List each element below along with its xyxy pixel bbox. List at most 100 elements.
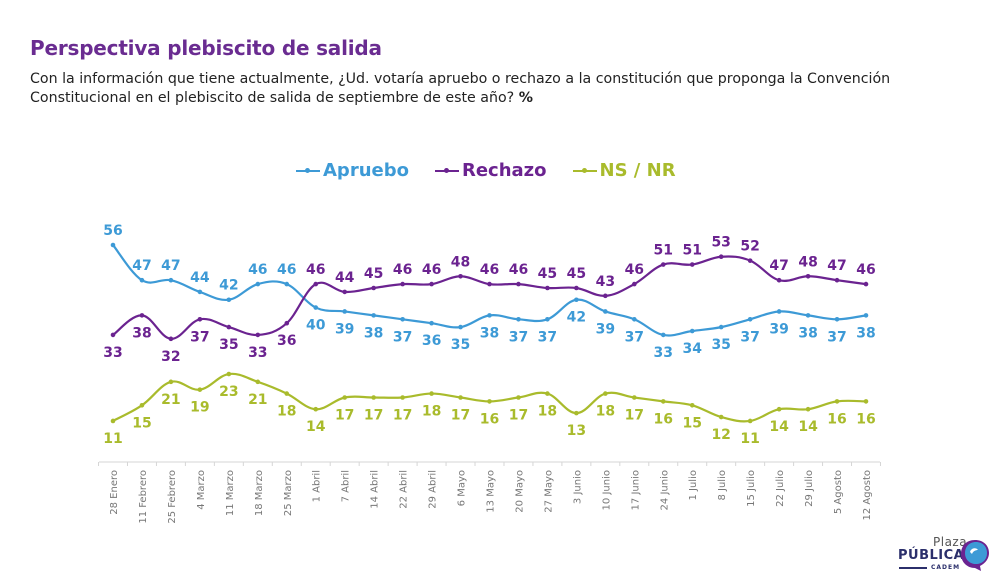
x-tick-label: 8 Julio bbox=[717, 470, 728, 501]
data-point-rechazo bbox=[342, 289, 347, 295]
data-point-apruebo bbox=[805, 313, 811, 318]
x-tick-label: 13 Mayo bbox=[486, 470, 497, 513]
data-label-nsnr: 18 bbox=[538, 404, 557, 420]
data-label-apruebo: 34 bbox=[682, 341, 702, 357]
data-point-nsnr bbox=[284, 391, 290, 396]
data-label-apruebo: 37 bbox=[740, 329, 759, 345]
data-point-rechazo bbox=[487, 281, 492, 287]
data-label-nsnr: 19 bbox=[190, 400, 209, 416]
data-point-nsnr bbox=[545, 391, 550, 396]
data-label-rechazo: 48 bbox=[798, 254, 817, 270]
data-label-nsnr: 14 bbox=[306, 419, 326, 435]
data-label-nsnr: 17 bbox=[625, 407, 644, 423]
legend-item-nsnr: NS / NR bbox=[572, 160, 676, 181]
data-point-apruebo bbox=[632, 316, 637, 322]
x-tick-label: 27 Mayo bbox=[543, 470, 554, 513]
x-tick-label: 25 Marzo bbox=[283, 470, 294, 516]
logo-text-cadem: CADEM bbox=[931, 564, 961, 571]
data-label-rechazo: 33 bbox=[103, 345, 122, 361]
x-tick-label: 6 Mayo bbox=[457, 470, 468, 506]
x-tick-label: 28 Enero bbox=[109, 470, 120, 515]
data-point-nsnr bbox=[603, 391, 608, 396]
data-point-apruebo bbox=[545, 316, 550, 322]
data-label-rechazo: 46 bbox=[509, 262, 528, 278]
data-point-apruebo bbox=[400, 316, 405, 322]
subtitle-unit: % bbox=[518, 90, 533, 106]
data-point-rechazo bbox=[863, 281, 869, 287]
data-point-rechazo bbox=[168, 336, 174, 342]
data-label-rechazo: 45 bbox=[538, 266, 557, 282]
data-point-rechazo bbox=[226, 324, 232, 330]
data-label-rechazo: 52 bbox=[740, 239, 759, 255]
data-label-rechazo: 53 bbox=[711, 235, 730, 251]
data-point-rechazo bbox=[574, 285, 579, 291]
data-point-rechazo bbox=[400, 281, 405, 287]
data-point-rechazo bbox=[776, 277, 782, 283]
data-label-apruebo: 35 bbox=[451, 337, 470, 353]
x-tick-label: 25 Febrero bbox=[167, 470, 178, 524]
data-label-nsnr: 17 bbox=[451, 407, 470, 423]
data-label-rechazo: 47 bbox=[827, 258, 846, 274]
data-point-nsnr bbox=[226, 371, 232, 377]
x-tick-label: 24 Junio bbox=[659, 470, 670, 510]
data-point-apruebo bbox=[834, 316, 840, 322]
data-point-rechazo bbox=[516, 281, 521, 287]
data-point-apruebo bbox=[255, 281, 261, 287]
data-point-apruebo bbox=[689, 328, 695, 334]
x-tick-label: 3 Junio bbox=[572, 470, 583, 504]
data-point-nsnr bbox=[689, 403, 695, 408]
data-label-nsnr: 18 bbox=[422, 404, 441, 420]
x-tick-label: 22 Abril bbox=[399, 470, 410, 509]
x-tick-label: 29 Abril bbox=[428, 470, 439, 509]
data-label-apruebo: 37 bbox=[393, 329, 412, 345]
data-point-nsnr bbox=[487, 399, 492, 404]
chart-subtitle: Con la información que tiene actualmente… bbox=[30, 70, 930, 108]
data-point-rechazo bbox=[458, 273, 463, 279]
data-point-nsnr bbox=[660, 399, 666, 404]
data-label-apruebo: 44 bbox=[190, 270, 210, 286]
data-label-nsnr: 23 bbox=[219, 384, 238, 400]
data-point-rechazo bbox=[689, 262, 695, 267]
data-label-rechazo: 51 bbox=[682, 243, 701, 259]
data-point-nsnr bbox=[747, 418, 753, 424]
data-point-apruebo bbox=[110, 242, 116, 248]
data-point-apruebo bbox=[139, 277, 145, 283]
chart-legend: Apruebo Rechazo NS / NR bbox=[296, 160, 676, 181]
data-label-nsnr: 17 bbox=[509, 407, 528, 423]
data-point-rechazo bbox=[255, 332, 261, 338]
data-label-apruebo: 42 bbox=[567, 310, 586, 326]
data-point-nsnr bbox=[516, 395, 521, 400]
data-label-nsnr: 14 bbox=[798, 419, 818, 435]
data-label-nsnr: 15 bbox=[682, 415, 701, 431]
subtitle-text: Con la información que tiene actualmente… bbox=[30, 71, 891, 106]
data-label-rechazo: 37 bbox=[190, 329, 209, 345]
data-label-rechazo: 46 bbox=[393, 262, 412, 278]
x-tick-label: 20 Mayo bbox=[514, 470, 525, 513]
data-label-nsnr: 11 bbox=[740, 431, 759, 447]
data-label-apruebo: 38 bbox=[364, 325, 383, 341]
data-point-apruebo bbox=[168, 277, 174, 283]
data-point-nsnr bbox=[776, 406, 782, 412]
data-label-rechazo: 32 bbox=[161, 349, 180, 365]
data-label-apruebo: 37 bbox=[509, 329, 528, 345]
data-point-rechazo bbox=[834, 277, 840, 283]
x-tick-label: 12 Agosto bbox=[862, 470, 873, 520]
data-label-rechazo: 46 bbox=[856, 262, 875, 278]
data-label-apruebo: 56 bbox=[103, 223, 122, 239]
x-tick-label: 11 Marzo bbox=[225, 470, 236, 516]
x-tick-label: 10 Junio bbox=[601, 470, 612, 510]
data-point-apruebo bbox=[226, 297, 232, 303]
data-point-apruebo bbox=[197, 289, 203, 295]
data-label-rechazo: 46 bbox=[625, 262, 644, 278]
data-point-nsnr bbox=[168, 379, 174, 385]
data-label-apruebo: 33 bbox=[654, 345, 673, 361]
logo-text-publica: PÚBLICA bbox=[898, 548, 965, 563]
data-point-apruebo bbox=[429, 320, 434, 326]
data-label-apruebo: 36 bbox=[422, 333, 441, 349]
data-label-nsnr: 17 bbox=[393, 407, 412, 423]
data-point-nsnr bbox=[805, 406, 811, 412]
data-label-apruebo: 42 bbox=[219, 278, 238, 294]
data-label-rechazo: 48 bbox=[451, 254, 470, 270]
data-label-apruebo: 46 bbox=[248, 262, 267, 278]
